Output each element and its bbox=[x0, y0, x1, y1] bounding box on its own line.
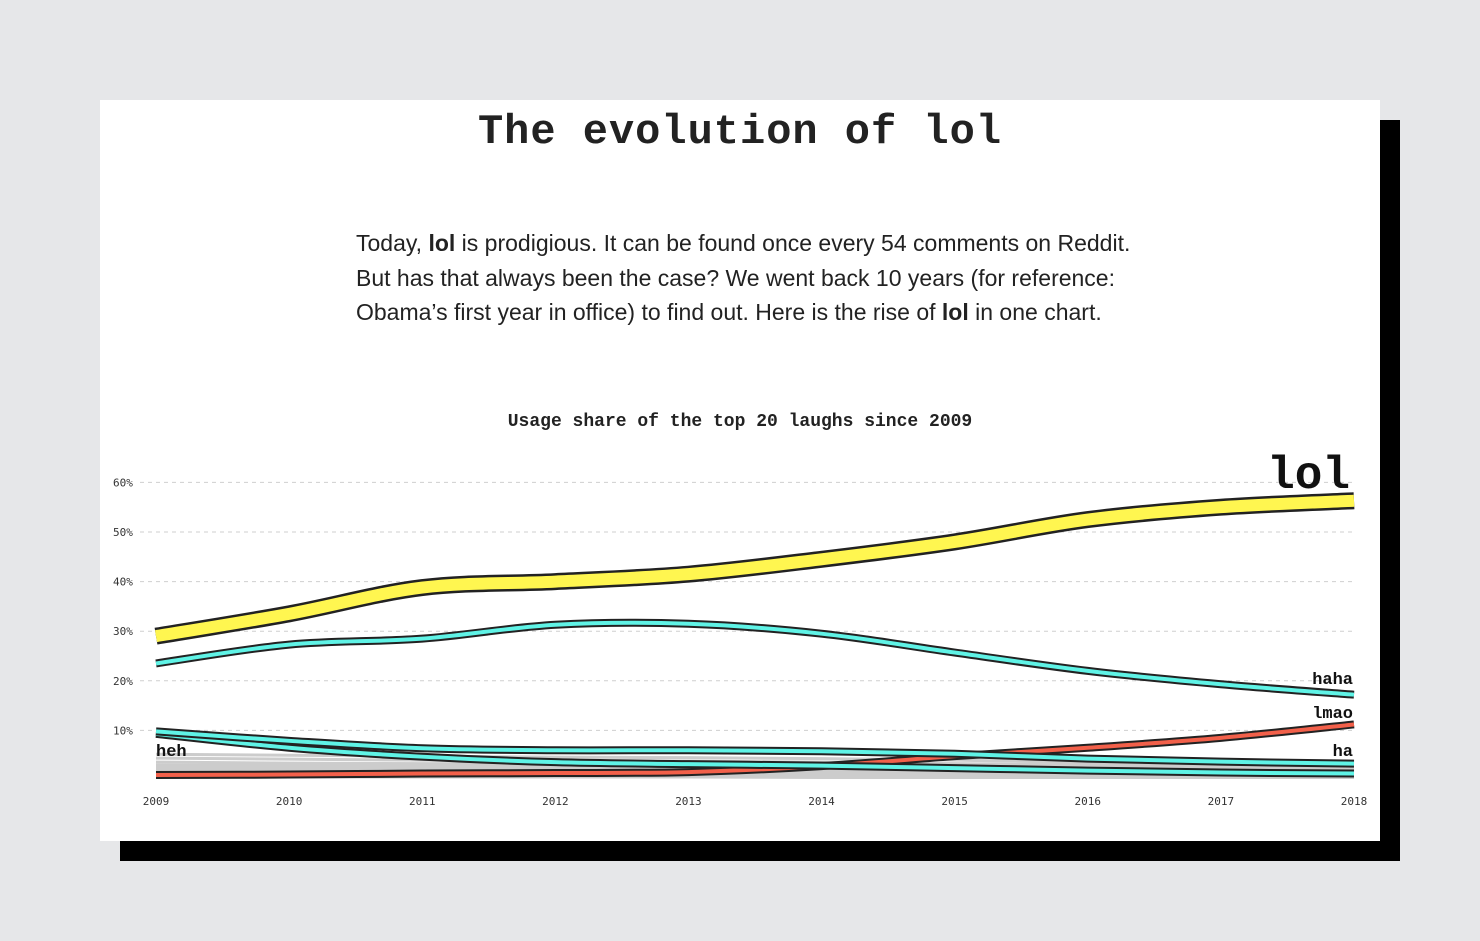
x-tick-label: 2014 bbox=[808, 795, 835, 808]
x-tick-label: 2010 bbox=[276, 795, 303, 808]
intro-bold-lol: lol bbox=[428, 230, 456, 256]
x-tick-label: 2015 bbox=[941, 795, 968, 808]
x-tick-label: 2016 bbox=[1075, 795, 1102, 808]
x-tick-label: 2009 bbox=[143, 795, 170, 808]
intro-text: is prodigious. It can be found once ever… bbox=[356, 230, 1131, 325]
series-line-lmao bbox=[155, 722, 1355, 778]
series-label-heh: heh bbox=[156, 743, 187, 762]
intro-text: in one chart. bbox=[968, 299, 1102, 325]
intro-text: Today, bbox=[356, 230, 429, 256]
x-tick-label: 2017 bbox=[1208, 795, 1235, 808]
series-line-lol bbox=[155, 494, 1355, 643]
series-label-ha: ha bbox=[1333, 743, 1353, 762]
series-label-haha: haha bbox=[1312, 671, 1353, 690]
page-title: The evolution of lol bbox=[477, 108, 1003, 156]
y-tick-label: 10% bbox=[113, 724, 133, 737]
chart-title: Usage share of the top 20 laughs since 2… bbox=[507, 412, 973, 432]
article-card: The evolution of lol Today, lol is prodi… bbox=[100, 100, 1380, 841]
y-tick-label: 20% bbox=[113, 675, 133, 688]
y-tick-label: 30% bbox=[113, 625, 133, 638]
series-line-ha bbox=[155, 729, 1355, 766]
series-label-lmao: lmao bbox=[1312, 705, 1353, 724]
x-tick-label: 2012 bbox=[542, 795, 569, 808]
y-tick-label: 40% bbox=[113, 576, 133, 589]
series-outline-haha bbox=[155, 618, 1355, 699]
x-tick-label: 2018 bbox=[1341, 795, 1368, 808]
series-line-heh bbox=[155, 731, 1355, 776]
y-tick-label: 50% bbox=[113, 526, 133, 539]
x-tick-label: 2011 bbox=[409, 795, 436, 808]
series-label-lol: lol bbox=[1267, 450, 1350, 502]
intro-bold-lol: lol bbox=[941, 299, 969, 325]
x-tick-label: 2013 bbox=[675, 795, 702, 808]
intro-paragraph: Today, lol is prodigious. It can be foun… bbox=[356, 226, 1136, 330]
series-line-haha bbox=[155, 620, 1355, 697]
y-tick-label: 60% bbox=[113, 476, 133, 489]
